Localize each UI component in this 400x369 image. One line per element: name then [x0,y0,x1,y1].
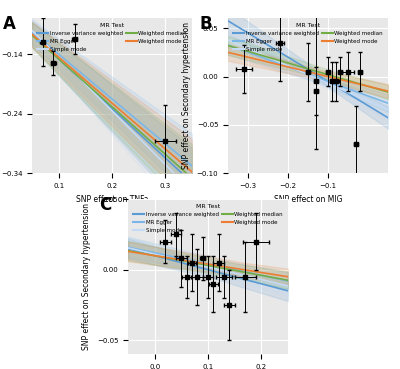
Text: C: C [99,196,112,214]
Text: A: A [3,15,16,33]
X-axis label: SNP effect on MIG: SNP effect on MIG [274,195,342,204]
Legend: Inverse variance weighted, MR Egger, Simple mode, Weighted median, Weighted mode: Inverse variance weighted, MR Egger, Sim… [35,21,189,54]
Legend: Inverse variance weighted, MR Egger, Simple mode, Weighted median, Weighted mode: Inverse variance weighted, MR Egger, Sim… [231,21,385,54]
X-axis label: SNP effect on TNFa: SNP effect on TNFa [76,195,148,204]
Legend: Inverse variance weighted, MR Egger, Simple mode, Weighted median, Weighted mode: Inverse variance weighted, MR Egger, Sim… [131,202,285,235]
Y-axis label: SNP effect on Secondary hypertension: SNP effect on Secondary hypertension [82,203,91,350]
Y-axis label: SNP effect on Secondary hypertension: SNP effect on Secondary hypertension [182,23,191,169]
Text: B: B [199,15,212,33]
